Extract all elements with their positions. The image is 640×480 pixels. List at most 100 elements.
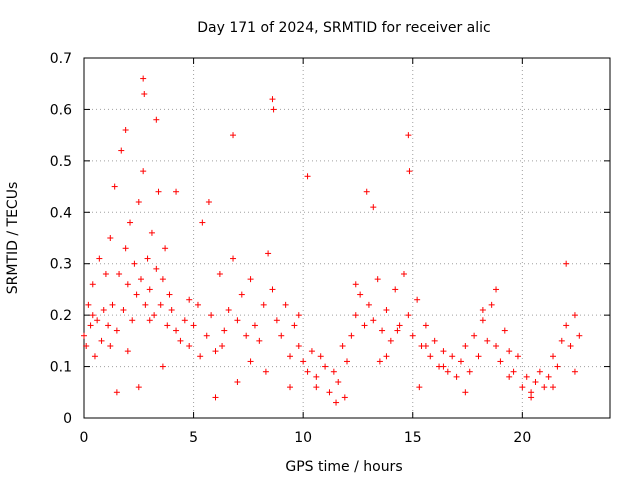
data-point bbox=[379, 327, 386, 334]
data-point bbox=[484, 337, 491, 344]
data-point bbox=[510, 368, 517, 375]
x-tick-label: 15 bbox=[404, 430, 422, 446]
data-point bbox=[363, 188, 370, 195]
data-point bbox=[466, 368, 473, 375]
data-point bbox=[479, 307, 486, 313]
data-point bbox=[370, 317, 377, 324]
data-point bbox=[304, 173, 311, 180]
data-point bbox=[394, 327, 401, 334]
data-point bbox=[212, 394, 219, 401]
data-point bbox=[287, 353, 294, 360]
data-point bbox=[157, 301, 164, 308]
data-point bbox=[278, 332, 285, 339]
data-point bbox=[105, 322, 112, 329]
x-tick-label: 10 bbox=[294, 430, 312, 446]
data-point bbox=[541, 384, 548, 391]
data-point bbox=[576, 332, 583, 339]
data-point bbox=[313, 373, 320, 380]
data-point bbox=[194, 301, 201, 308]
data-point bbox=[205, 199, 212, 205]
y-tick-label: 0.5 bbox=[50, 154, 72, 170]
data-point bbox=[107, 235, 114, 241]
data-point bbox=[122, 127, 129, 133]
data-point bbox=[109, 301, 116, 308]
data-point bbox=[462, 389, 469, 396]
data-point bbox=[265, 250, 272, 257]
data-point bbox=[322, 363, 329, 370]
data-point bbox=[501, 327, 508, 334]
data-point bbox=[260, 301, 267, 308]
data-point bbox=[91, 353, 98, 360]
data-point bbox=[124, 348, 131, 355]
data-point bbox=[396, 322, 403, 329]
grid-layer bbox=[84, 58, 610, 418]
data-point bbox=[111, 183, 118, 190]
data-point bbox=[416, 384, 423, 391]
data-point bbox=[173, 188, 180, 195]
data-point bbox=[230, 132, 237, 139]
data-point bbox=[141, 91, 148, 97]
data-point bbox=[190, 322, 197, 329]
data-point bbox=[440, 363, 447, 370]
y-tick-label: 0.6 bbox=[50, 102, 72, 118]
data-point bbox=[273, 317, 280, 324]
data-point bbox=[536, 368, 543, 375]
data-point bbox=[166, 291, 173, 298]
data-point bbox=[87, 322, 94, 329]
data-point bbox=[203, 332, 210, 339]
y-tick-label: 0.3 bbox=[50, 257, 72, 273]
data-point bbox=[532, 379, 539, 385]
data-point bbox=[144, 255, 151, 262]
data-point bbox=[291, 322, 298, 329]
y-tick-label: 0.2 bbox=[50, 308, 72, 324]
data-point bbox=[159, 363, 166, 370]
data-point bbox=[514, 353, 521, 360]
data-point bbox=[262, 368, 269, 375]
data-point bbox=[124, 281, 131, 288]
data-point bbox=[221, 327, 228, 334]
data-point bbox=[269, 96, 276, 103]
data-point bbox=[405, 132, 412, 139]
data-point bbox=[422, 343, 429, 349]
data-point bbox=[135, 199, 142, 205]
x-tick-label: 5 bbox=[189, 430, 198, 446]
data-point bbox=[153, 116, 160, 123]
data-point bbox=[98, 337, 105, 344]
data-point bbox=[243, 332, 250, 339]
data-point bbox=[135, 384, 142, 391]
data-point bbox=[300, 358, 307, 365]
data-point bbox=[177, 337, 184, 344]
data-point bbox=[361, 322, 368, 329]
y-tick-label: 0.7 bbox=[50, 51, 72, 67]
data-point bbox=[308, 348, 315, 355]
data-point bbox=[83, 343, 90, 349]
data-point bbox=[326, 389, 333, 396]
y-axis-label: SRMTID / TECUs bbox=[5, 182, 21, 295]
data-point bbox=[497, 358, 504, 365]
data-point bbox=[563, 322, 570, 329]
data-point bbox=[506, 348, 513, 355]
tick-layer: 0 0.1 0.2 0.3 0.4 0.5 0.6 0.7 0 5 10 15 20 bbox=[50, 51, 610, 446]
data-point bbox=[479, 317, 486, 324]
data-point bbox=[251, 322, 258, 329]
data-point bbox=[440, 348, 447, 355]
data-point bbox=[383, 307, 390, 313]
data-point bbox=[199, 219, 206, 226]
data-point bbox=[462, 343, 469, 349]
data-point bbox=[550, 353, 557, 360]
data-point bbox=[558, 337, 565, 344]
data-point bbox=[269, 286, 276, 293]
data-point bbox=[133, 291, 140, 298]
data-point bbox=[295, 312, 302, 319]
data-point bbox=[475, 353, 482, 360]
data-point bbox=[545, 373, 552, 380]
data-point bbox=[333, 399, 340, 406]
data-point bbox=[376, 358, 383, 365]
data-point bbox=[107, 343, 114, 349]
data-point bbox=[383, 353, 390, 360]
data-point bbox=[186, 296, 193, 303]
points-layer bbox=[81, 75, 583, 406]
data-point bbox=[431, 337, 438, 344]
data-point bbox=[453, 373, 460, 380]
data-point bbox=[335, 379, 342, 385]
